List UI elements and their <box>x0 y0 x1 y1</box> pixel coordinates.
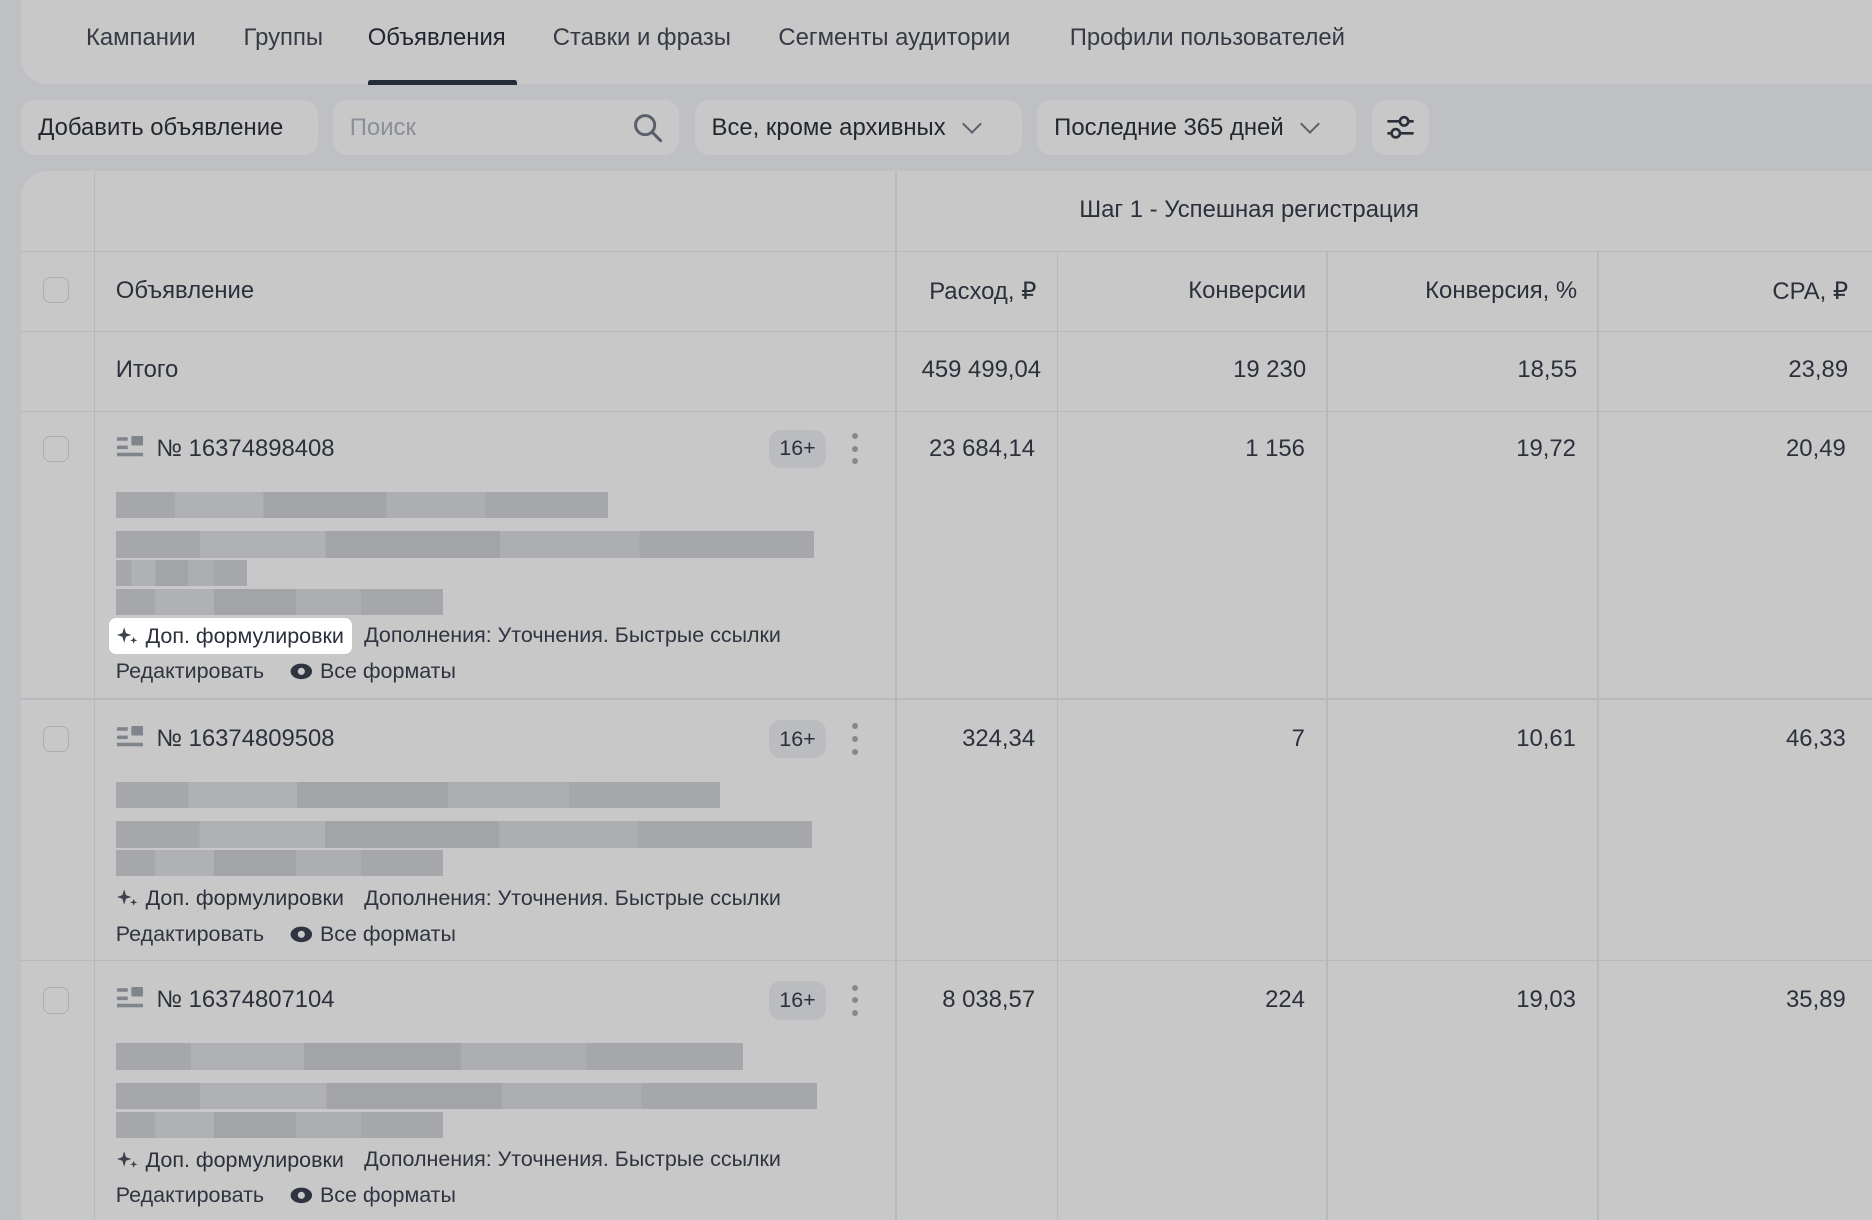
tab-bids-phrases[interactable]: Ставки и фразы <box>552 23 731 51</box>
group-header-goal: Шаг 1 - Успешная регистрация <box>1079 195 1419 223</box>
row-checkbox[interactable] <box>42 725 70 753</box>
redacted-ad-text <box>115 559 248 587</box>
row-conv-rate: 19,72 <box>1516 434 1576 462</box>
age-badge: 16+ <box>768 719 827 759</box>
redacted-ad-text <box>115 531 815 558</box>
tab-ads[interactable]: Объявления <box>367 23 506 51</box>
total-label: Итого <box>115 355 179 383</box>
column-header-cpa[interactable]: CPA, ₽ <box>1772 277 1849 305</box>
total-conv-rate: 18,55 <box>1517 355 1578 383</box>
text-ad-icon <box>117 725 144 747</box>
column-header-conv-rate[interactable]: Конверсия, % <box>1425 276 1578 304</box>
age-badge: 16+ <box>768 981 827 1020</box>
row-conv-rate: 19,03 <box>1516 986 1576 1014</box>
text-ad-icon <box>117 987 144 1008</box>
row-spend: 8 038,57 <box>942 986 1036 1014</box>
alt-wording-chip[interactable]: Доп. формулировки <box>109 881 353 917</box>
redacted-ad-text <box>115 1043 743 1070</box>
filter-settings-button[interactable] <box>1371 100 1430 156</box>
redacted-ad-text <box>115 781 720 809</box>
column-header-spend[interactable]: Расход, ₽ <box>929 277 1037 305</box>
sparkle-icon <box>116 626 138 644</box>
age-badge: 16+ <box>768 429 827 468</box>
redacted-ad-text <box>115 588 443 615</box>
sliders-icon <box>1387 116 1414 140</box>
chevron-down-icon <box>961 114 982 135</box>
redacted-ad-text <box>115 850 443 877</box>
text-ad-icon <box>117 435 144 457</box>
select-all-checkbox[interactable] <box>42 276 70 304</box>
status-filter-select[interactable]: Все, кроме архивных <box>694 100 1022 156</box>
alt-wording-chip[interactable]: Доп. формулировки <box>108 618 353 655</box>
row-conv-rate: 10,61 <box>1516 724 1576 752</box>
sparkle-icon <box>116 1150 138 1168</box>
period-filter-value: Последние 365 дней <box>1054 113 1284 141</box>
column-header-ad[interactable]: Объявление <box>115 276 255 304</box>
eye-icon <box>290 926 313 942</box>
total-conversions: 19 230 <box>1233 355 1307 383</box>
active-tab-indicator <box>367 79 517 85</box>
eye-icon <box>290 1187 313 1204</box>
row-checkbox[interactable] <box>42 435 70 463</box>
row-cpa: 20,49 <box>1786 434 1846 462</box>
ad-extensions: Дополнения: Уточнения. Быстрые ссылки <box>364 623 781 648</box>
row-conversions: 1 156 <box>1245 434 1305 462</box>
redacted-ad-text <box>115 821 812 848</box>
all-formats-link[interactable]: Все форматы <box>290 659 456 684</box>
period-filter-select[interactable]: Последние 365 дней <box>1037 100 1357 156</box>
row-spend: 324,34 <box>962 724 1036 752</box>
column-header-conversions[interactable]: Конверсии <box>1188 276 1307 304</box>
ad-id-link[interactable]: № 16374809508 <box>156 724 335 752</box>
ad-id-link[interactable]: № 16374898408 <box>156 434 335 462</box>
total-cpa: 23,89 <box>1788 355 1849 383</box>
edit-link[interactable]: Редактировать <box>115 659 265 684</box>
redacted-ad-text <box>115 1082 817 1110</box>
search-input[interactable]: Поиск <box>333 100 680 156</box>
more-vertical-icon[interactable] <box>851 433 858 465</box>
search-placeholder: Поиск <box>349 113 416 141</box>
tab-campaigns[interactable]: Кампании <box>85 23 196 51</box>
row-cpa: 35,89 <box>1786 986 1846 1014</box>
row-cpa: 46,33 <box>1786 724 1846 752</box>
all-formats-link[interactable]: Все форматы <box>290 922 456 947</box>
alt-wording-label: Доп. формулировки <box>145 623 344 648</box>
all-formats-label: Все форматы <box>319 921 456 946</box>
status-filter-value: Все, кроме архивных <box>711 113 946 141</box>
search-icon <box>633 114 662 143</box>
all-formats-label: Все форматы <box>319 659 456 684</box>
total-spend: 459 499,04 <box>921 355 1042 383</box>
add-ad-button[interactable]: Добавить объявление <box>21 100 318 156</box>
row-checkbox[interactable] <box>42 987 70 1014</box>
tabs-bar: Кампании Группы Объявления Ставки и фраз… <box>21 0 1872 85</box>
chevron-down-icon <box>1299 114 1320 135</box>
sparkle-icon <box>116 889 138 907</box>
redacted-ad-text <box>115 491 608 519</box>
tab-groups[interactable]: Группы <box>243 23 324 51</box>
alt-wording-label: Доп. формулировки <box>145 886 344 911</box>
more-vertical-icon[interactable] <box>851 984 858 1016</box>
all-formats-label: Все форматы <box>319 1183 456 1208</box>
tab-audience-segments[interactable]: Сегменты аудитории <box>778 23 1011 51</box>
redacted-ad-text <box>115 1111 443 1138</box>
alt-wording-label: Доп. формулировки <box>145 1147 344 1172</box>
ad-id-link[interactable]: № 16374807104 <box>156 986 335 1014</box>
tab-user-profiles[interactable]: Профили пользователей <box>1069 23 1345 51</box>
ad-extensions: Дополнения: Уточнения. Быстрые ссылки <box>364 885 781 910</box>
all-formats-link[interactable]: Все форматы <box>290 1183 456 1208</box>
edit-link[interactable]: Редактировать <box>115 1183 265 1208</box>
more-vertical-icon[interactable] <box>851 723 858 755</box>
edit-link[interactable]: Редактировать <box>115 921 265 946</box>
row-spend: 23 684,14 <box>928 434 1036 462</box>
alt-wording-chip[interactable]: Доп. формулировки <box>109 1143 353 1179</box>
ad-extensions: Дополнения: Уточнения. Быстрые ссылки <box>364 1147 781 1172</box>
eye-icon <box>290 663 313 680</box>
row-conversions: 224 <box>1265 986 1305 1014</box>
row-conversions: 7 <box>1291 724 1305 752</box>
